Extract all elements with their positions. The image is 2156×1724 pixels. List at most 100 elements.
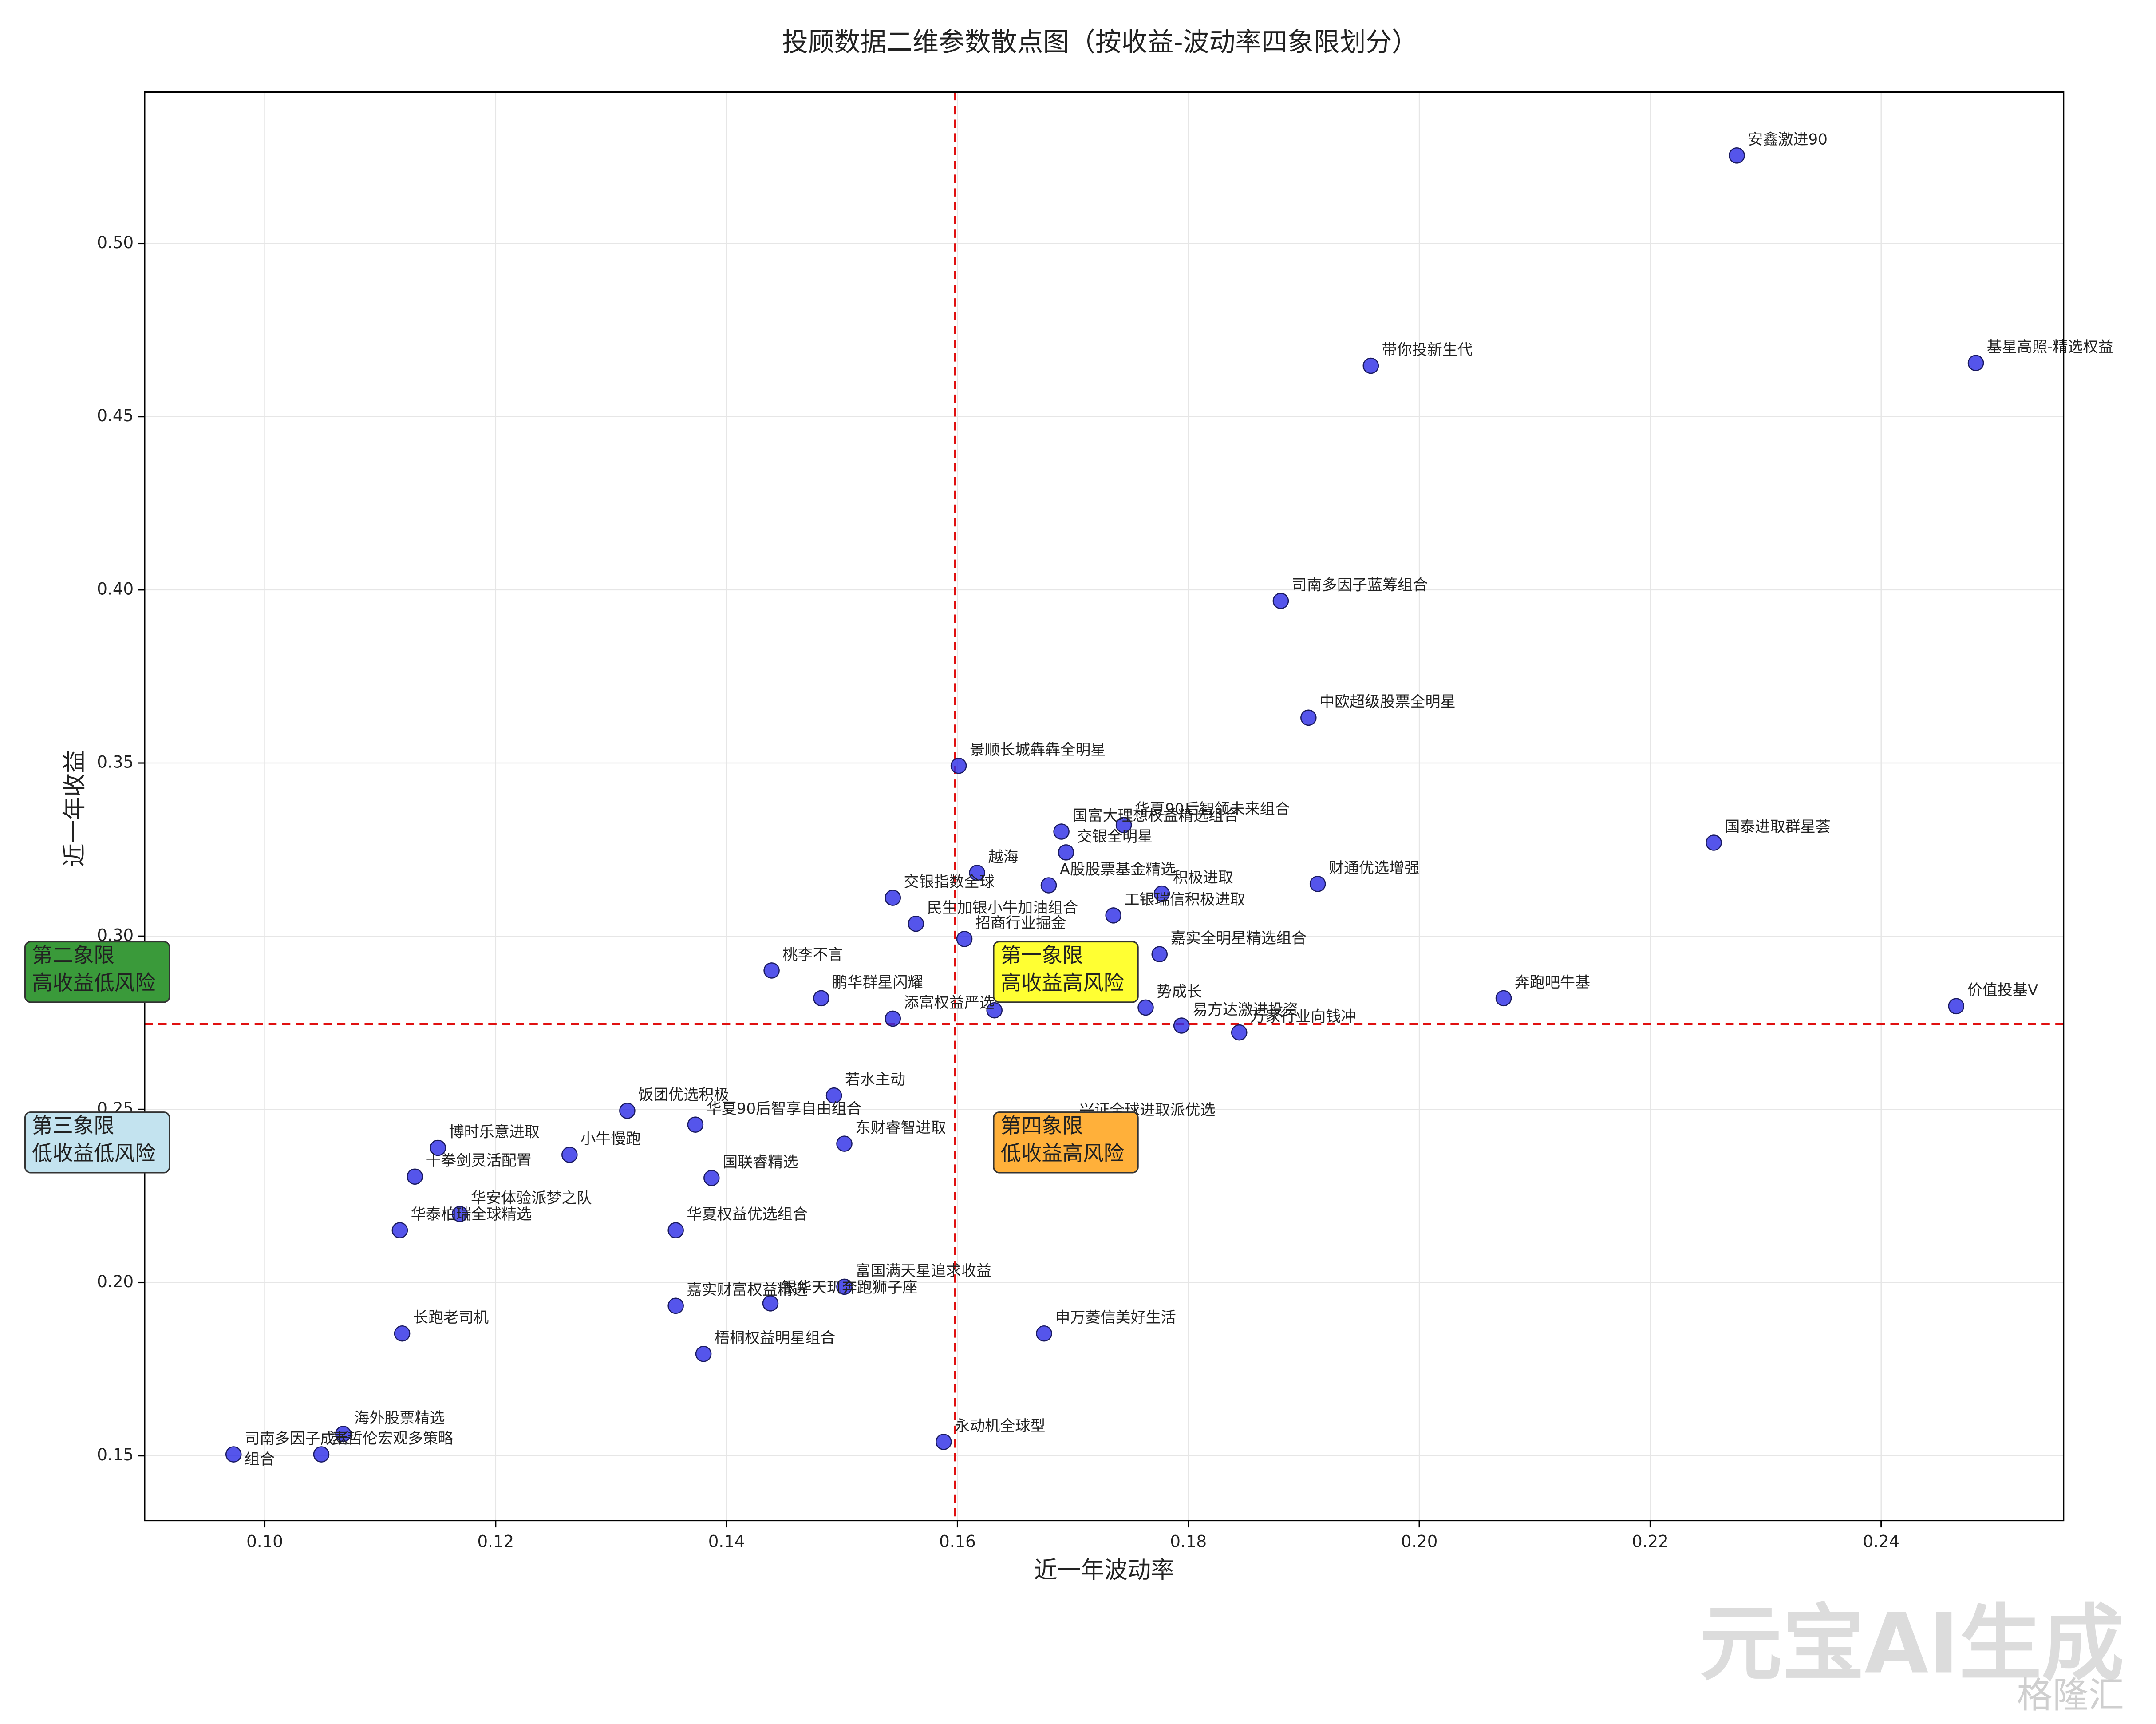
- point-label: 工银瑞信积极进取: [1124, 891, 1245, 909]
- quadrant-box: [24, 1111, 170, 1174]
- point-label: 桃李不言: [782, 946, 843, 964]
- point: [430, 1139, 446, 1156]
- point: [956, 931, 973, 947]
- y-tick-label: 0.40: [97, 579, 134, 598]
- point-label: 富国满天星追求收益: [855, 1262, 991, 1280]
- point-label: 东财睿智进取: [855, 1119, 946, 1137]
- point-label: 景顺长城犇犇全明星: [970, 741, 1106, 759]
- y-tick-label: 0.15: [97, 1445, 134, 1464]
- quadrant-box: [993, 1111, 1139, 1174]
- point: [695, 1345, 712, 1362]
- point: [836, 1135, 853, 1152]
- x-tick-label: 0.14: [708, 1532, 745, 1551]
- point: [1495, 990, 1512, 1007]
- x-tick-label: 0.16: [939, 1532, 976, 1551]
- point: [1272, 593, 1289, 609]
- point-label: 国联睿精选: [723, 1153, 798, 1171]
- point-label: 司南多因子蓝筹组合: [1292, 576, 1428, 594]
- point: [908, 915, 924, 932]
- point: [969, 865, 985, 881]
- point-label: 司南多因子成长组合: [245, 1430, 350, 1468]
- point-label: 带你投新生代: [1382, 341, 1473, 359]
- x-tick-label: 0.12: [477, 1532, 514, 1551]
- point: [1053, 823, 1070, 840]
- point: [703, 1170, 720, 1186]
- watermark: 元宝AI生成: [1700, 1596, 2124, 1692]
- point-label: 若水主动: [845, 1071, 905, 1089]
- point-label: 永动机全球型: [955, 1417, 1045, 1435]
- y-tick-label: 0.35: [97, 753, 134, 772]
- quadrant-box: [24, 941, 170, 1003]
- point: [1173, 1017, 1190, 1034]
- point-label: 积极进取: [1173, 869, 1233, 887]
- point-label: 交银指数全球: [904, 873, 995, 891]
- point: [1058, 844, 1074, 861]
- point-label: 易方达激进投资: [1193, 1001, 1298, 1019]
- x-axis-label: 近一年波动率: [1034, 1557, 1174, 1584]
- quadrant-label: 低收益高风险: [1000, 1141, 1124, 1165]
- point-label: 国富大理想权益精选组合: [1072, 807, 1239, 825]
- point-label-line: 组合: [245, 1450, 275, 1468]
- chart-title: 投顾数据二维参数散点图（按收益-波动率四象限划分）: [782, 27, 1418, 57]
- point: [885, 1010, 901, 1027]
- point-label: 万家行业向钱冲: [1250, 1008, 1356, 1026]
- point-label: 嘉实财富权益精选: [687, 1281, 808, 1299]
- point: [1706, 834, 1722, 851]
- point: [667, 1297, 684, 1314]
- point: [1115, 817, 1132, 833]
- point: [836, 1278, 853, 1295]
- point: [391, 1222, 408, 1238]
- point-label: 华夏90后智享自由组合: [707, 1100, 862, 1118]
- quadrant-label: 第二象限: [32, 943, 115, 967]
- point: [407, 1168, 423, 1185]
- point-label: 民生加银小牛加油组合: [927, 899, 1078, 917]
- point-label: 价值投基V: [1967, 981, 2038, 999]
- point-label: 基星高照-精选权益: [1987, 338, 2113, 356]
- point: [335, 1426, 351, 1442]
- point: [885, 890, 901, 906]
- point: [1036, 1325, 1052, 1342]
- y-tick-label: 0.20: [97, 1272, 134, 1291]
- point: [1729, 147, 1745, 164]
- point-label: 梧桐权益明星组合: [715, 1329, 836, 1347]
- quadrant-label: 高收益低风险: [32, 971, 156, 995]
- quadrant-box: [993, 941, 1139, 1003]
- point: [667, 1222, 684, 1238]
- point-label: 申万菱信美好生活: [1055, 1309, 1176, 1327]
- point: [1151, 946, 1168, 963]
- point: [225, 1446, 242, 1463]
- point: [1300, 709, 1317, 726]
- point-label: 博时乐意进取: [449, 1123, 540, 1141]
- point-label: 银华天玑奔跑狮子座: [782, 1279, 918, 1297]
- quadrant-label: 高收益高风险: [1000, 971, 1124, 995]
- quadrant-label: 第三象限: [32, 1114, 115, 1138]
- point: [1309, 876, 1326, 892]
- point-label: 国泰进取群星荟: [1725, 818, 1830, 836]
- point: [313, 1446, 330, 1463]
- point-label: 华泰柏瑞全球精选: [411, 1206, 532, 1223]
- point-label: A股股票基金精选: [1060, 861, 1176, 878]
- point-label: 华夏权益优选组合: [687, 1206, 808, 1223]
- point-label: 财通优选增强: [1329, 859, 1419, 877]
- point: [1105, 907, 1121, 924]
- point-label: 招商行业掘金: [975, 914, 1066, 932]
- point: [1137, 999, 1154, 1016]
- point: [394, 1325, 411, 1342]
- point: [1948, 998, 1965, 1015]
- y-tick-label: 0.50: [97, 233, 134, 252]
- point-label: 长跑老司机: [413, 1309, 489, 1327]
- point: [451, 1206, 468, 1222]
- point-label: 嘉实全明星精选组合: [1171, 929, 1307, 947]
- point: [813, 990, 829, 1007]
- point-label: 越海: [988, 848, 1018, 866]
- y-axis-label: 近一年收益: [61, 750, 88, 867]
- point: [1153, 885, 1170, 902]
- quadrant-label: 第一象限: [1000, 943, 1083, 967]
- point: [1040, 877, 1057, 894]
- point-label: 麦哲伦宏观多策略: [332, 1430, 454, 1447]
- point-label: 饭团优选积极: [638, 1086, 729, 1104]
- point: [1967, 355, 1984, 372]
